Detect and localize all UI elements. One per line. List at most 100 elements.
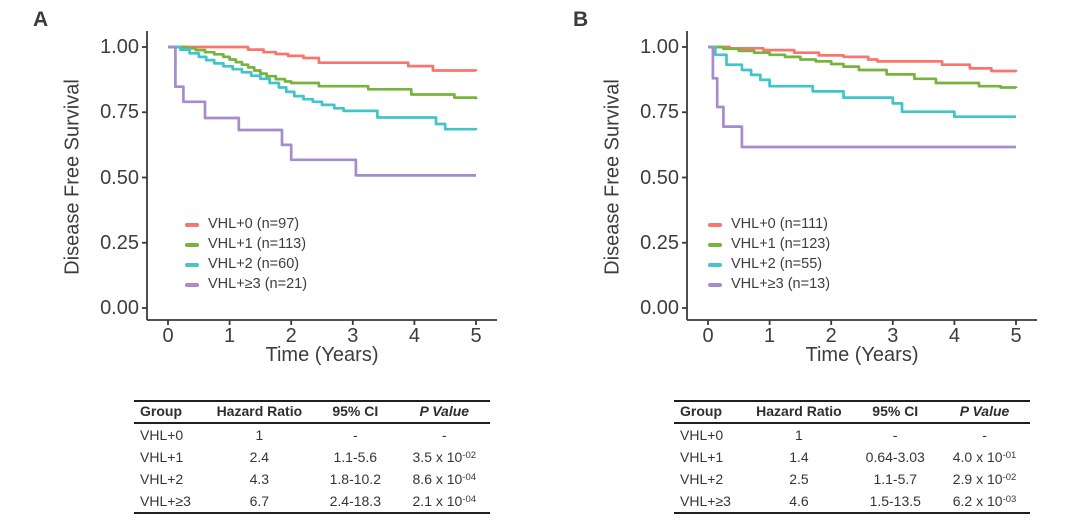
- hazard-ratio-cell: 1.4: [789, 449, 809, 465]
- panel-a-table-row-1: VHL+1 2.4 1.1-5.6 3.5 x 10-02: [134, 446, 490, 468]
- panel-a-y-tick-label: 0.50: [100, 166, 139, 189]
- panel-a-letter: A: [33, 8, 49, 31]
- panel-a-table-row-0: VHL+0 1 - -: [134, 423, 490, 446]
- ci-cell: 0.64-3.03: [865, 449, 925, 465]
- panel-a-legend-item-0: VHL+0 (n=97): [185, 217, 307, 232]
- panel-a-legend-item-3: VHL+≥3 (n=21): [185, 277, 307, 292]
- group-cell: VHL+1: [140, 449, 184, 465]
- legend-label: VHL+0 (n=97): [208, 216, 300, 232]
- table-header-0: Group: [674, 401, 747, 424]
- panel-a-y-tick-label: 1.00: [100, 36, 139, 58]
- panel-a-km-curve-0: [168, 45, 478, 72]
- table-header-2: 95% CI: [851, 401, 940, 424]
- panel-a-x-tick-label: 5: [470, 325, 482, 347]
- legend-label: VHL+2 (n=55): [731, 256, 823, 272]
- panel-a-x-tick-label: 2: [285, 325, 297, 347]
- ci-cell: -: [352, 427, 358, 443]
- panel-a-table: Group Hazard Ratio 95% CI P Value VHL+0 1- - VH…: [134, 400, 490, 514]
- table-header-1: Hazard Ratio: [206, 401, 312, 424]
- panel-a-y-tick-label: 0.75: [100, 101, 139, 124]
- panel-b-y-tick-label: 0.75: [640, 101, 679, 124]
- panel-a-y-tick-label: 0.25: [100, 231, 139, 254]
- legend-key-swatch: [708, 282, 722, 287]
- group-cell: VHL+≥3: [680, 493, 731, 509]
- panel-a-hazard-table: Group Hazard Ratio 95% CI P Value VHL+0 1- - VH…: [134, 400, 490, 514]
- panel-b-x-tick-label: 2: [825, 325, 837, 347]
- panel-b-hazard-table: Group Hazard Ratio 95% CI P Value VHL+0 1- - VH…: [674, 400, 1030, 514]
- ci-cell: 2.4-18.3: [329, 493, 381, 509]
- p-value-cell: 8.6 x 10-04: [412, 471, 477, 487]
- hazard-ratio-cell: 4.3: [249, 471, 270, 487]
- p-value-exponent: -04: [462, 494, 477, 505]
- hazard-ratio-cell: 4.6: [789, 493, 809, 509]
- panel-a-y-axis-title: Disease Free Survival: [61, 79, 84, 275]
- panel-b-x-tick-label: 4: [948, 325, 960, 347]
- panel-b-km-curve-0: [708, 45, 1018, 73]
- ci-cell: 1.8-10.2: [329, 471, 381, 487]
- panel-a-x-tick-label: 1: [224, 325, 236, 347]
- panel-b-table-row-3: VHL+≥3 4.6 1.5-13.5 6.2 x 10-03: [674, 490, 1030, 513]
- legend-key-swatch: [708, 242, 722, 247]
- legend-key-swatch: [185, 262, 199, 267]
- legend-key-swatch: [185, 222, 199, 227]
- panel-a-km-curve-3: [168, 45, 476, 177]
- panel-a-x-tick-label: 0: [162, 325, 174, 347]
- panel-b-km-curve-1: [708, 45, 1018, 89]
- panel-b-x-axis-title: Time (Years): [805, 344, 919, 366]
- panel-b-km-curve-3: [708, 45, 1016, 149]
- legend-label: VHL+2 (n=60): [208, 256, 300, 272]
- hazard-ratio-cell: 1: [255, 427, 264, 443]
- legend-label: VHL+1 (n=123): [731, 236, 831, 252]
- panel-b-table-row-1: VHL+1 1.4 0.64-3.03 4.0 x 10-01: [674, 446, 1030, 468]
- table-header-3: P Value: [398, 401, 490, 424]
- panel-b-legend-item-1: VHL+1 (n=123): [708, 237, 830, 252]
- legend-label: VHL+≥3 (n=21): [208, 276, 308, 292]
- panel-b-legend-item-3: VHL+≥3 (n=13): [708, 277, 830, 292]
- panel-b-table: Group Hazard Ratio 95% CI P Value VHL+0 1- - VH…: [674, 400, 1030, 514]
- group-cell: VHL+0: [140, 427, 184, 443]
- panel-a-x-axis-title: Time (Years): [265, 344, 379, 366]
- panel-a-table-row-2: VHL+2 4.3 1.8-10.2 8.6 x 10-04: [134, 468, 490, 490]
- hazard-ratio-cell: 6.7: [249, 493, 270, 509]
- panel-b-y-tick-label: 1.00: [640, 36, 679, 58]
- p-value-cell: 3.5 x 10-02: [412, 449, 477, 465]
- ci-cell: -: [892, 427, 898, 443]
- hazard-ratio-cell: 1: [795, 427, 803, 443]
- hazard-ratio-cell: 2.4: [249, 449, 270, 465]
- panel-b-y-axis-title: Disease Free Survival: [601, 79, 624, 275]
- panel-b-y-tick-label: 0.25: [640, 231, 679, 254]
- legend-label: VHL+≥3 (n=13): [731, 276, 831, 292]
- group-cell: VHL+1: [680, 449, 724, 465]
- group-cell: VHL+0: [680, 427, 724, 443]
- group-cell: VHL+2: [140, 471, 184, 487]
- panel-b-table-row-0: VHL+0 1 - -: [674, 423, 1030, 446]
- legend-label: VHL+0 (n=111): [731, 216, 828, 232]
- group-cell: VHL+≥3: [140, 493, 191, 509]
- panel-b-y-tick-label: 0.00: [640, 297, 679, 319]
- p-value-exponent: -02: [462, 450, 477, 461]
- panel-b-legend: VHL+0 (n=111) VHL+1 (n=123) VHL+2 (n=55) VH…: [708, 217, 830, 292]
- panel-b-x-tick-label: 0: [702, 325, 714, 347]
- panel-a-x-tick-label: 4: [408, 325, 420, 347]
- panel-a-legend-item-1: VHL+1 (n=113): [185, 237, 307, 252]
- ci-cell: 1.1-5.6: [333, 449, 378, 465]
- panel-b-legend-item-2: VHL+2 (n=55): [708, 257, 830, 272]
- p-value-cell: 2.1 x 10-04: [412, 493, 477, 509]
- panel-b-legend-item-0: VHL+0 (n=111): [708, 217, 830, 232]
- panel-b-table-row-2: VHL+2 2.5 1.1-5.7 2.9 x 10-02: [674, 468, 1030, 490]
- legend-key-swatch: [708, 222, 722, 227]
- panel-b-y-tick-label: 0.50: [640, 166, 679, 189]
- panel-a-table-row-3: VHL+≥3 6.7 2.4-18.3 2.1 x 10-04: [134, 490, 490, 513]
- panel-b-x-tick-label: 1: [764, 325, 776, 347]
- table-header-1: Hazard Ratio: [746, 401, 852, 424]
- p-value-cell: 2.9 x 10-02: [952, 471, 1017, 487]
- ci-cell: 1.1-5.7: [873, 471, 918, 487]
- legend-key-swatch: [708, 262, 722, 267]
- panel-a-y-tick-label: 0.00: [100, 297, 139, 319]
- panel-a-legend-item-2: VHL+2 (n=60): [185, 257, 307, 272]
- p-value-exponent: -02: [1002, 472, 1017, 483]
- panel-a-x-tick-label: 3: [347, 325, 359, 347]
- p-value-exponent: -01: [1002, 450, 1017, 461]
